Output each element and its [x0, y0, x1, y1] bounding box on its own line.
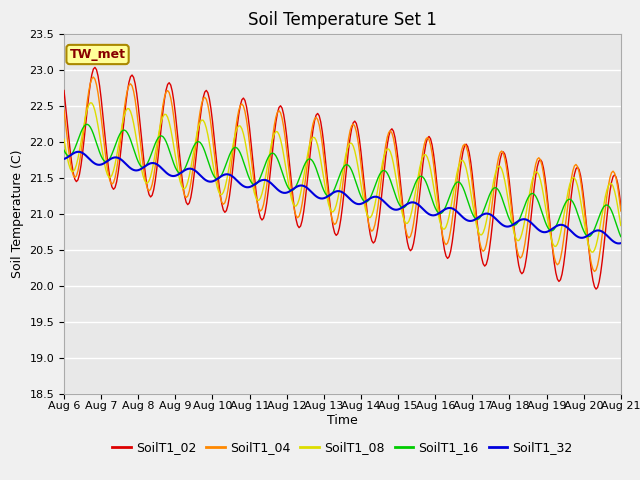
Legend: SoilT1_02, SoilT1_04, SoilT1_08, SoilT1_16, SoilT1_32: SoilT1_02, SoilT1_04, SoilT1_08, SoilT1_…: [107, 436, 578, 459]
Y-axis label: Soil Temperature (C): Soil Temperature (C): [11, 149, 24, 278]
X-axis label: Time: Time: [327, 414, 358, 427]
Text: TW_met: TW_met: [70, 48, 125, 61]
Title: Soil Temperature Set 1: Soil Temperature Set 1: [248, 11, 437, 29]
